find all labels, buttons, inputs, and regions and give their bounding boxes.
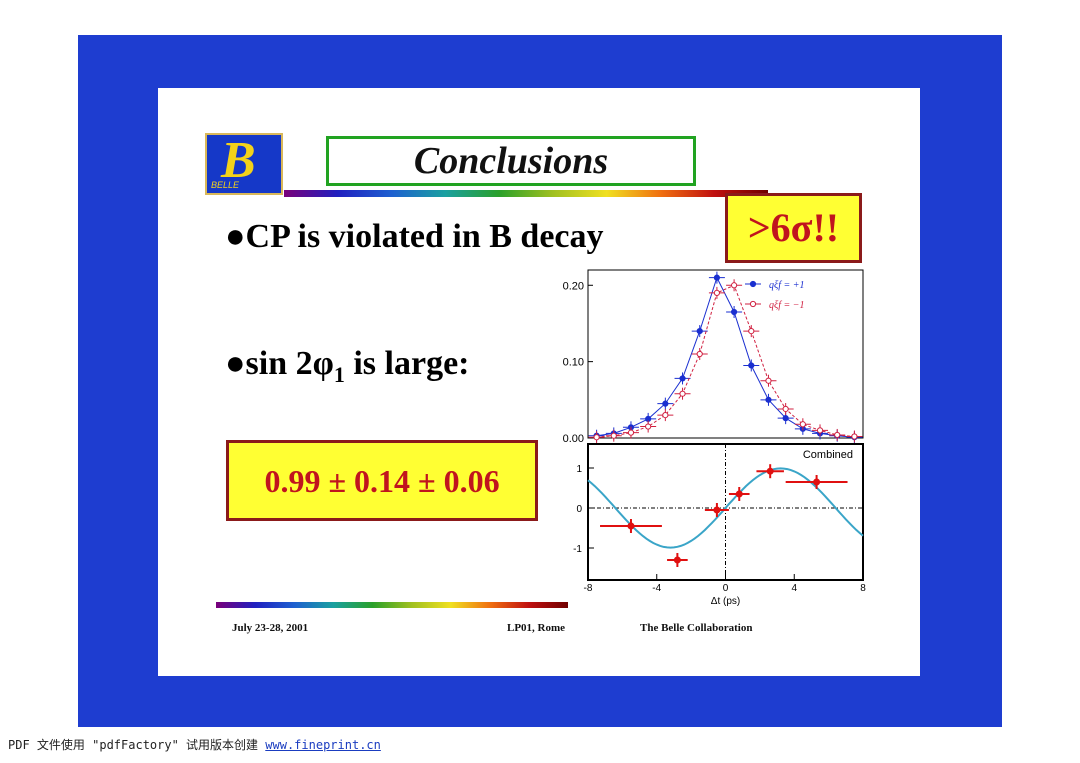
data-point bbox=[696, 350, 703, 358]
data-point bbox=[816, 427, 824, 434]
bullet-subscript: 1 bbox=[333, 361, 345, 387]
y-tick-label: -1 bbox=[573, 544, 582, 555]
data-point bbox=[673, 556, 681, 564]
x-tick-label: 4 bbox=[791, 583, 797, 594]
significance-badge: >6σ!! bbox=[725, 193, 862, 263]
y-tick-label: 0.00 bbox=[563, 433, 584, 445]
result-value: 0.99 ± 0.14 ± 0.06 bbox=[264, 463, 500, 499]
data-point bbox=[748, 362, 755, 369]
asymmetry-plot-frame bbox=[587, 443, 864, 581]
logo-subtext: BELLE bbox=[211, 180, 240, 190]
x-tick-label: -4 bbox=[652, 583, 661, 594]
data-point bbox=[766, 467, 774, 475]
footer-bar bbox=[216, 602, 568, 608]
footer-venue: LP01, Rome bbox=[507, 622, 566, 634]
footer-collaboration: The Belle Collaboration bbox=[640, 622, 753, 634]
bullet-sin2phi: ●sin 2φ1 is large: bbox=[225, 345, 470, 388]
slide-title: Conclusions bbox=[413, 140, 609, 182]
bullet-cp-violation: ●CP is violated in B decay bbox=[225, 218, 604, 256]
legend-label: qξf = +1 bbox=[769, 280, 805, 291]
data-point bbox=[799, 421, 806, 428]
top-plot-frame bbox=[587, 269, 864, 439]
data-point bbox=[782, 415, 789, 422]
data-point bbox=[730, 282, 738, 289]
pdf-notice: PDF 文件使用 "pdfFactory" 试用版本创建 www.finepri… bbox=[8, 736, 381, 753]
data-point bbox=[713, 274, 721, 281]
significance-text: >6σ!! bbox=[747, 205, 840, 250]
title-box: Conclusions bbox=[326, 136, 696, 186]
bullet-marker: ● bbox=[225, 345, 246, 382]
legend-label: qξf = −1 bbox=[769, 300, 805, 311]
belle-logo: B BELLE bbox=[205, 132, 283, 195]
result-box: 0.99 ± 0.14 ± 0.06 bbox=[226, 440, 538, 521]
y-tick-label: 0.20 bbox=[563, 280, 584, 292]
data-point bbox=[610, 432, 617, 439]
title-underline-bar bbox=[284, 190, 768, 197]
data-point bbox=[627, 522, 635, 530]
fit-curve-plus bbox=[596, 276, 855, 438]
data-point bbox=[851, 433, 858, 440]
footer-date: July 23-28, 2001 bbox=[232, 622, 309, 634]
data-point bbox=[662, 411, 669, 419]
data-point bbox=[662, 400, 669, 407]
y-tick-label: 0 bbox=[576, 504, 582, 515]
x-tick-label: 8 bbox=[860, 583, 866, 594]
bullet-text: CP is violated in B decay bbox=[245, 218, 604, 255]
data-point bbox=[679, 375, 686, 382]
data-point bbox=[713, 289, 721, 297]
legend-marker bbox=[749, 280, 757, 288]
data-point bbox=[765, 377, 772, 384]
data-point bbox=[834, 431, 841, 439]
delta-t-plots: 0.20 0.10 0.00 qξf = +1 qξf = −1 -8 -4 0 4 8 1 0 -1… bbox=[563, 269, 866, 607]
data-point bbox=[593, 434, 600, 441]
x-axis-label: Δt (ps) bbox=[711, 596, 740, 607]
data-point bbox=[765, 396, 772, 403]
y-tick-label: 0.10 bbox=[563, 357, 584, 369]
asymmetry-plot: -8 -4 0 4 8 1 0 -1 Δt (ps) Combined bbox=[573, 443, 866, 607]
legend-marker bbox=[749, 300, 757, 308]
x-tick-label: 0 bbox=[723, 583, 729, 594]
data-point bbox=[730, 308, 738, 316]
data-point bbox=[627, 429, 635, 436]
pdf-notice-text: PDF 文件使用 "pdfFactory" 试用版本创建 bbox=[8, 738, 266, 752]
logo-letter: B bbox=[221, 132, 256, 189]
bullet-text-post: is large: bbox=[344, 345, 470, 382]
data-point bbox=[645, 423, 652, 430]
pdf-notice-link[interactable]: www.fineprint.cn bbox=[265, 738, 381, 752]
y-tick-label: 1 bbox=[576, 464, 582, 475]
data-point bbox=[735, 490, 743, 498]
top-plot: 0.20 0.10 0.00 qξf = +1 qξf = −1 bbox=[563, 269, 864, 445]
data-point bbox=[696, 327, 703, 335]
data-point bbox=[782, 405, 789, 413]
plot-title: Combined bbox=[803, 449, 853, 461]
data-point bbox=[813, 478, 821, 486]
bullet-text: sin 2φ bbox=[245, 345, 334, 382]
fit-curve-minus bbox=[596, 284, 855, 438]
x-tick-label: -8 bbox=[584, 583, 593, 594]
bullet-marker: ● bbox=[225, 218, 246, 255]
data-point bbox=[748, 327, 755, 335]
data-point bbox=[679, 390, 686, 397]
data-point bbox=[713, 506, 721, 514]
